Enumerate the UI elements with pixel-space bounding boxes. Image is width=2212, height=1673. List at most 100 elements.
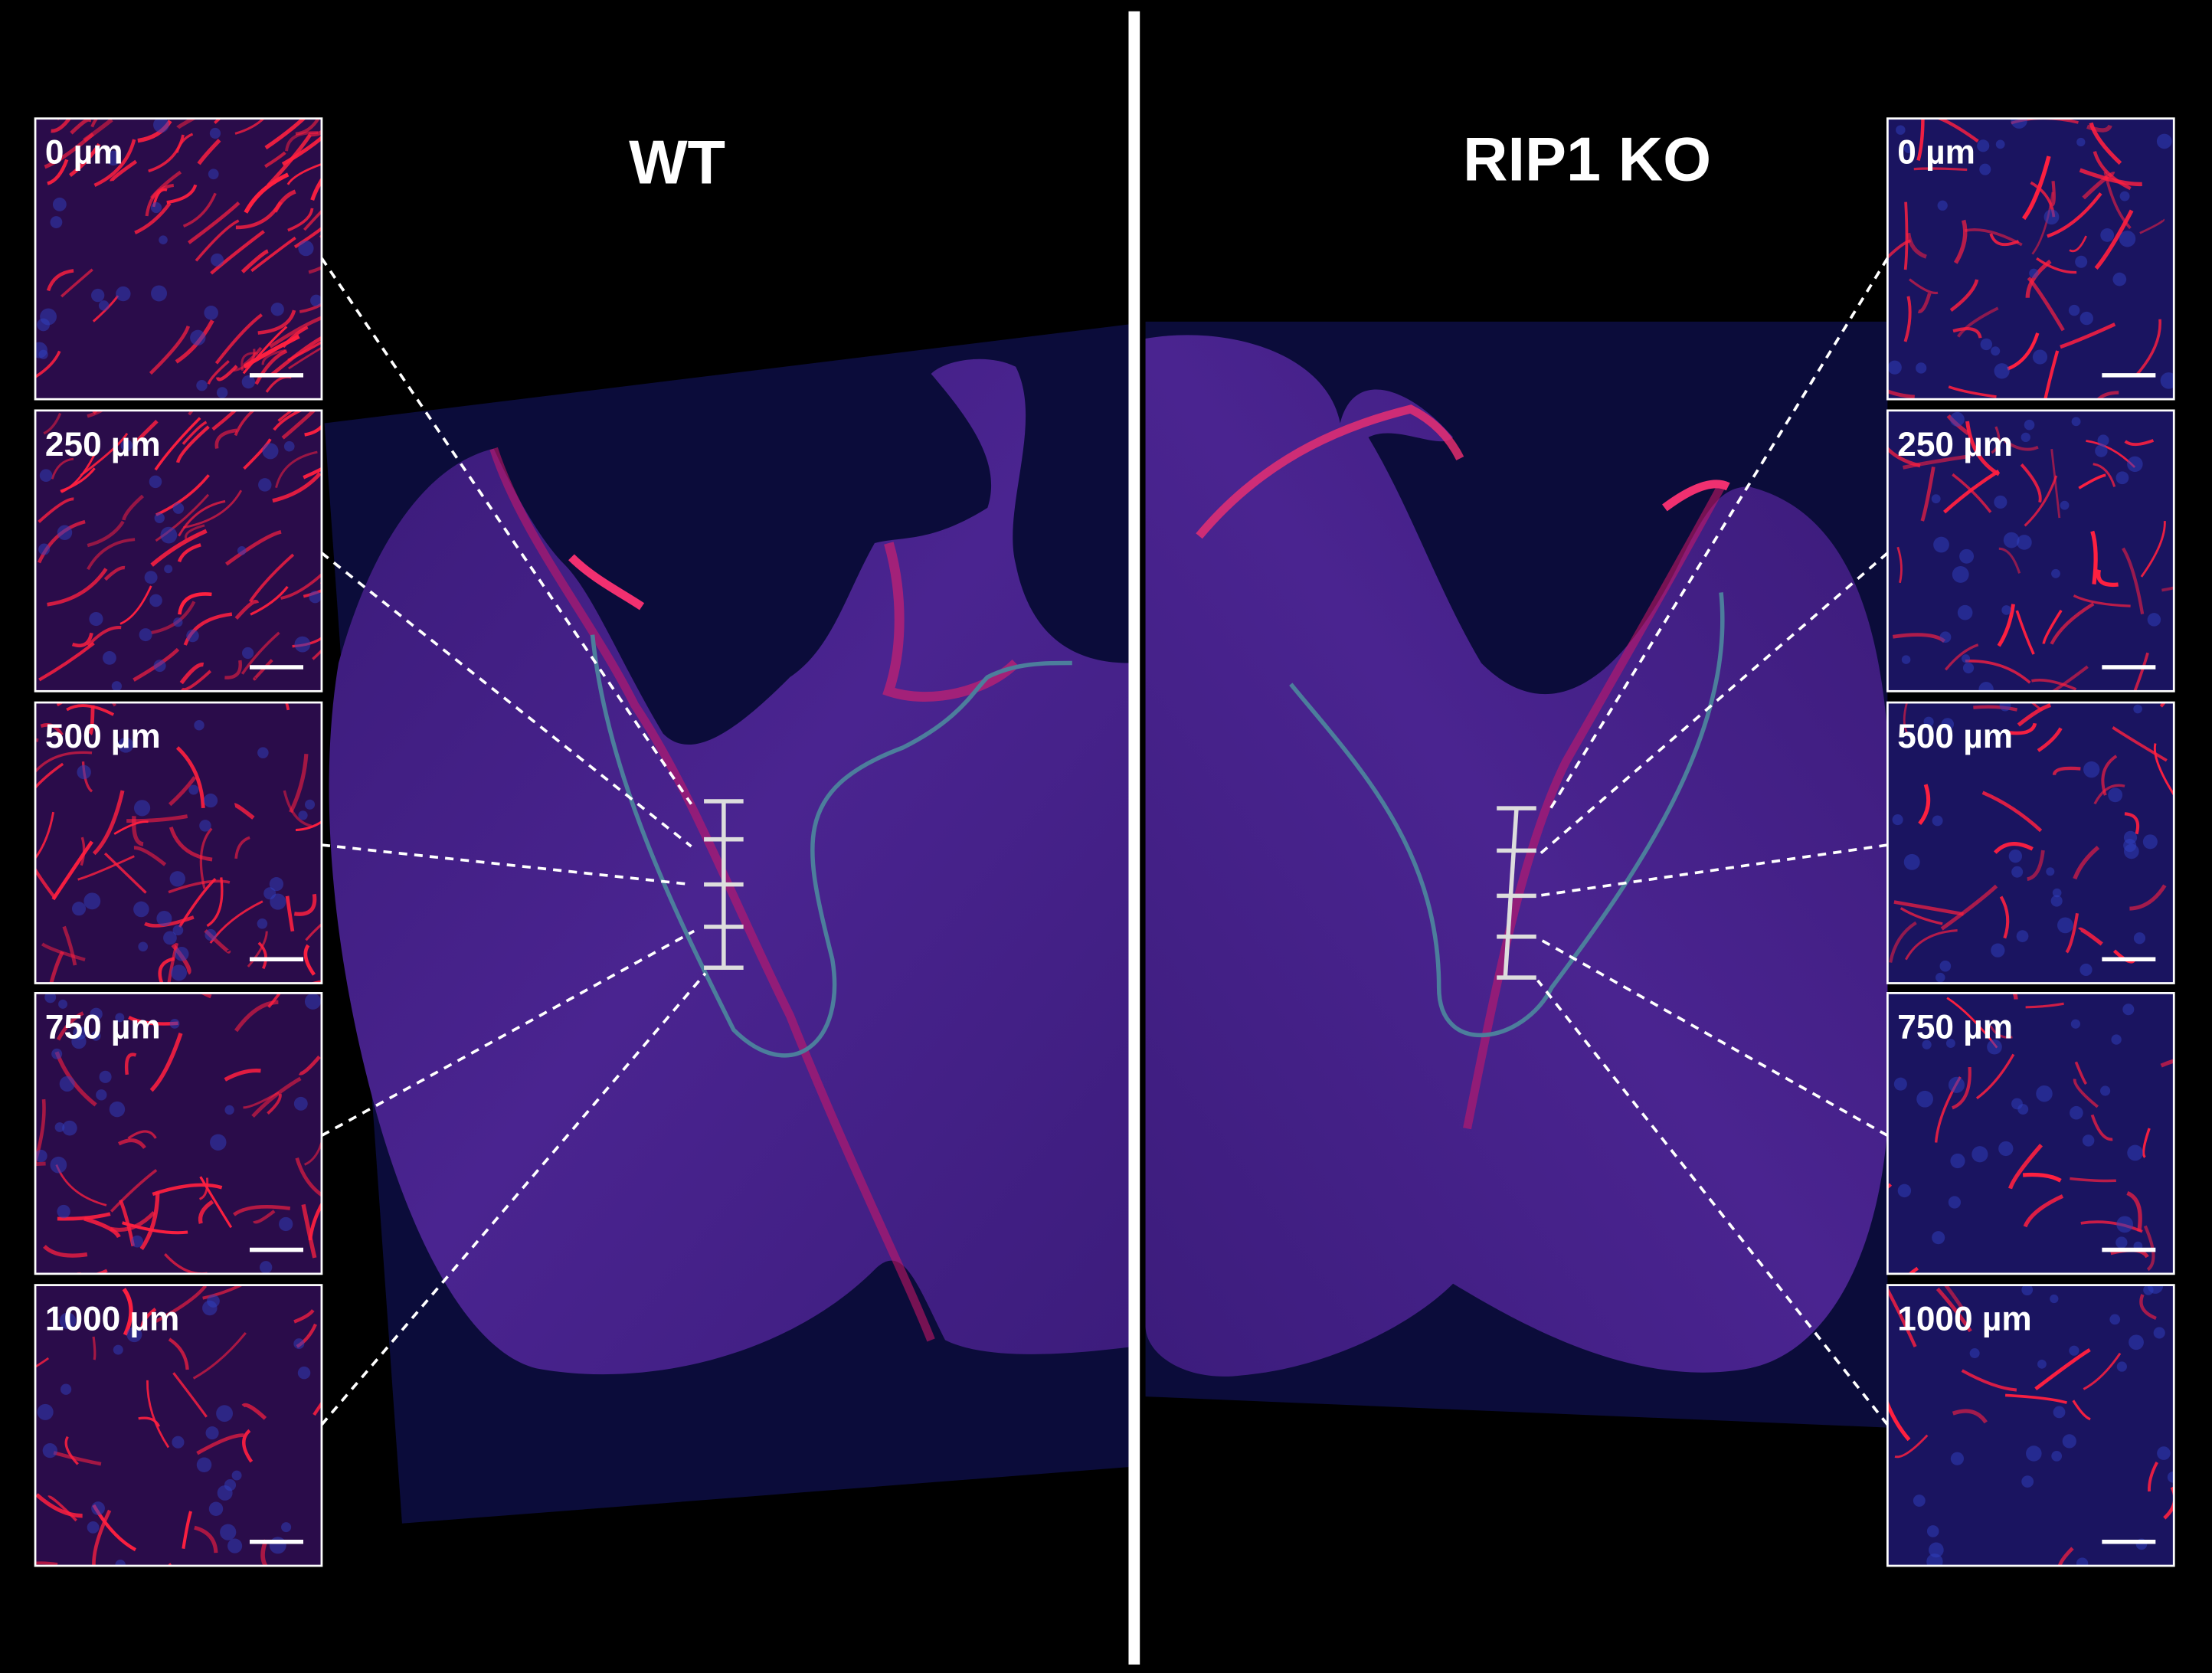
fiber — [1975, 1053, 2015, 1100]
nucleus — [1903, 144, 1913, 153]
nucleus — [2082, 1134, 2095, 1147]
nucleus — [98, 300, 110, 311]
fiber — [92, 1336, 97, 1360]
nucleus — [310, 294, 322, 307]
nucleus — [259, 1261, 273, 1274]
nucleus — [269, 877, 284, 892]
nucleus — [77, 764, 91, 780]
fiber — [257, 309, 296, 335]
nucleus — [2011, 1098, 2023, 1110]
nucleus — [2032, 349, 2048, 365]
nucleus — [269, 1537, 286, 1554]
nucleus — [1923, 716, 1934, 727]
nucleus — [241, 647, 254, 660]
inset-frame — [1886, 701, 2175, 984]
fiber — [2139, 218, 2165, 234]
connector — [320, 257, 693, 805]
fiber — [87, 520, 125, 548]
nucleus — [203, 793, 218, 808]
fiber — [2043, 350, 2060, 400]
nucleus — [1948, 1196, 1962, 1209]
nucleus — [156, 911, 172, 927]
fiber — [1998, 547, 2021, 574]
nucleus — [1892, 814, 1903, 826]
nucleus — [220, 1524, 237, 1540]
fiber — [272, 472, 322, 503]
fiber — [44, 133, 95, 169]
nucleus — [159, 235, 168, 244]
fiber — [2093, 784, 2125, 805]
fiber — [261, 349, 286, 365]
nucleus — [1994, 363, 2010, 379]
fiber — [2090, 1114, 2113, 1141]
nucleus — [160, 526, 178, 544]
fiber — [182, 1511, 192, 1550]
fiber — [2082, 172, 2115, 200]
fiber — [148, 134, 185, 173]
nucleus — [174, 946, 189, 961]
nucleus — [2051, 1451, 2063, 1462]
fiber — [288, 346, 322, 370]
fiber — [1952, 327, 1982, 339]
fiber — [199, 1176, 233, 1229]
fiber — [251, 1076, 302, 1118]
fiber — [145, 183, 175, 217]
fiber — [233, 1204, 291, 1216]
nucleus — [2127, 1144, 2144, 1161]
fiber — [178, 499, 226, 537]
nucleus — [2016, 930, 2029, 942]
fiber — [197, 139, 221, 165]
nucleus — [1916, 362, 1927, 374]
inset-frame — [1886, 1284, 2175, 1567]
nucleus — [1950, 1452, 1965, 1465]
nucleus — [131, 1235, 144, 1248]
fiber — [140, 1308, 157, 1329]
nucleus — [153, 118, 169, 133]
fiber — [1961, 1369, 2017, 1392]
fiber — [87, 410, 105, 418]
nucleus — [1893, 1077, 1907, 1091]
nucleus — [1939, 960, 1952, 972]
nucleus — [1991, 943, 2005, 958]
fiber — [283, 790, 312, 828]
fiber — [1920, 467, 1936, 522]
nucleus — [2008, 849, 2023, 863]
nucleus — [2011, 118, 2027, 129]
nucleus — [44, 993, 57, 1003]
nucleus — [2001, 605, 2011, 615]
fiber — [234, 410, 256, 437]
nucleus — [1971, 1146, 1988, 1163]
region-outline — [1289, 592, 1725, 1038]
nucleus — [1896, 125, 1906, 135]
nucleus — [309, 591, 322, 604]
fiber — [110, 159, 138, 182]
fiber — [35, 350, 61, 378]
nucleus — [224, 1105, 234, 1115]
fiber — [43, 1245, 88, 1258]
fiber — [234, 836, 250, 859]
inset-frame — [34, 992, 323, 1275]
fiber — [2022, 1172, 2062, 1183]
fiber — [2004, 439, 2039, 451]
fiber — [1887, 389, 1915, 399]
fiber — [1908, 278, 1939, 295]
fiber — [2133, 652, 2149, 692]
fiber — [2124, 439, 2155, 447]
fiber — [1902, 453, 1971, 470]
fiber — [224, 1068, 261, 1082]
fiber — [61, 268, 93, 298]
nucleus — [1950, 1153, 1965, 1169]
fiber — [93, 1269, 108, 1274]
fiber — [66, 704, 115, 716]
fiber — [37, 519, 86, 564]
nucleus — [2124, 843, 2139, 859]
inset-image — [35, 1285, 322, 1567]
fiber — [133, 846, 167, 866]
insets: 0 µm 250 µm 500 µm 750 µm 1000 µm 0 µm 250 µm 5… — [34, 117, 2175, 1567]
fiber — [178, 592, 212, 615]
fiber — [131, 816, 144, 846]
fiber — [71, 632, 93, 648]
fiber — [293, 893, 317, 916]
nucleus — [1932, 815, 1943, 827]
fiber — [303, 944, 316, 976]
